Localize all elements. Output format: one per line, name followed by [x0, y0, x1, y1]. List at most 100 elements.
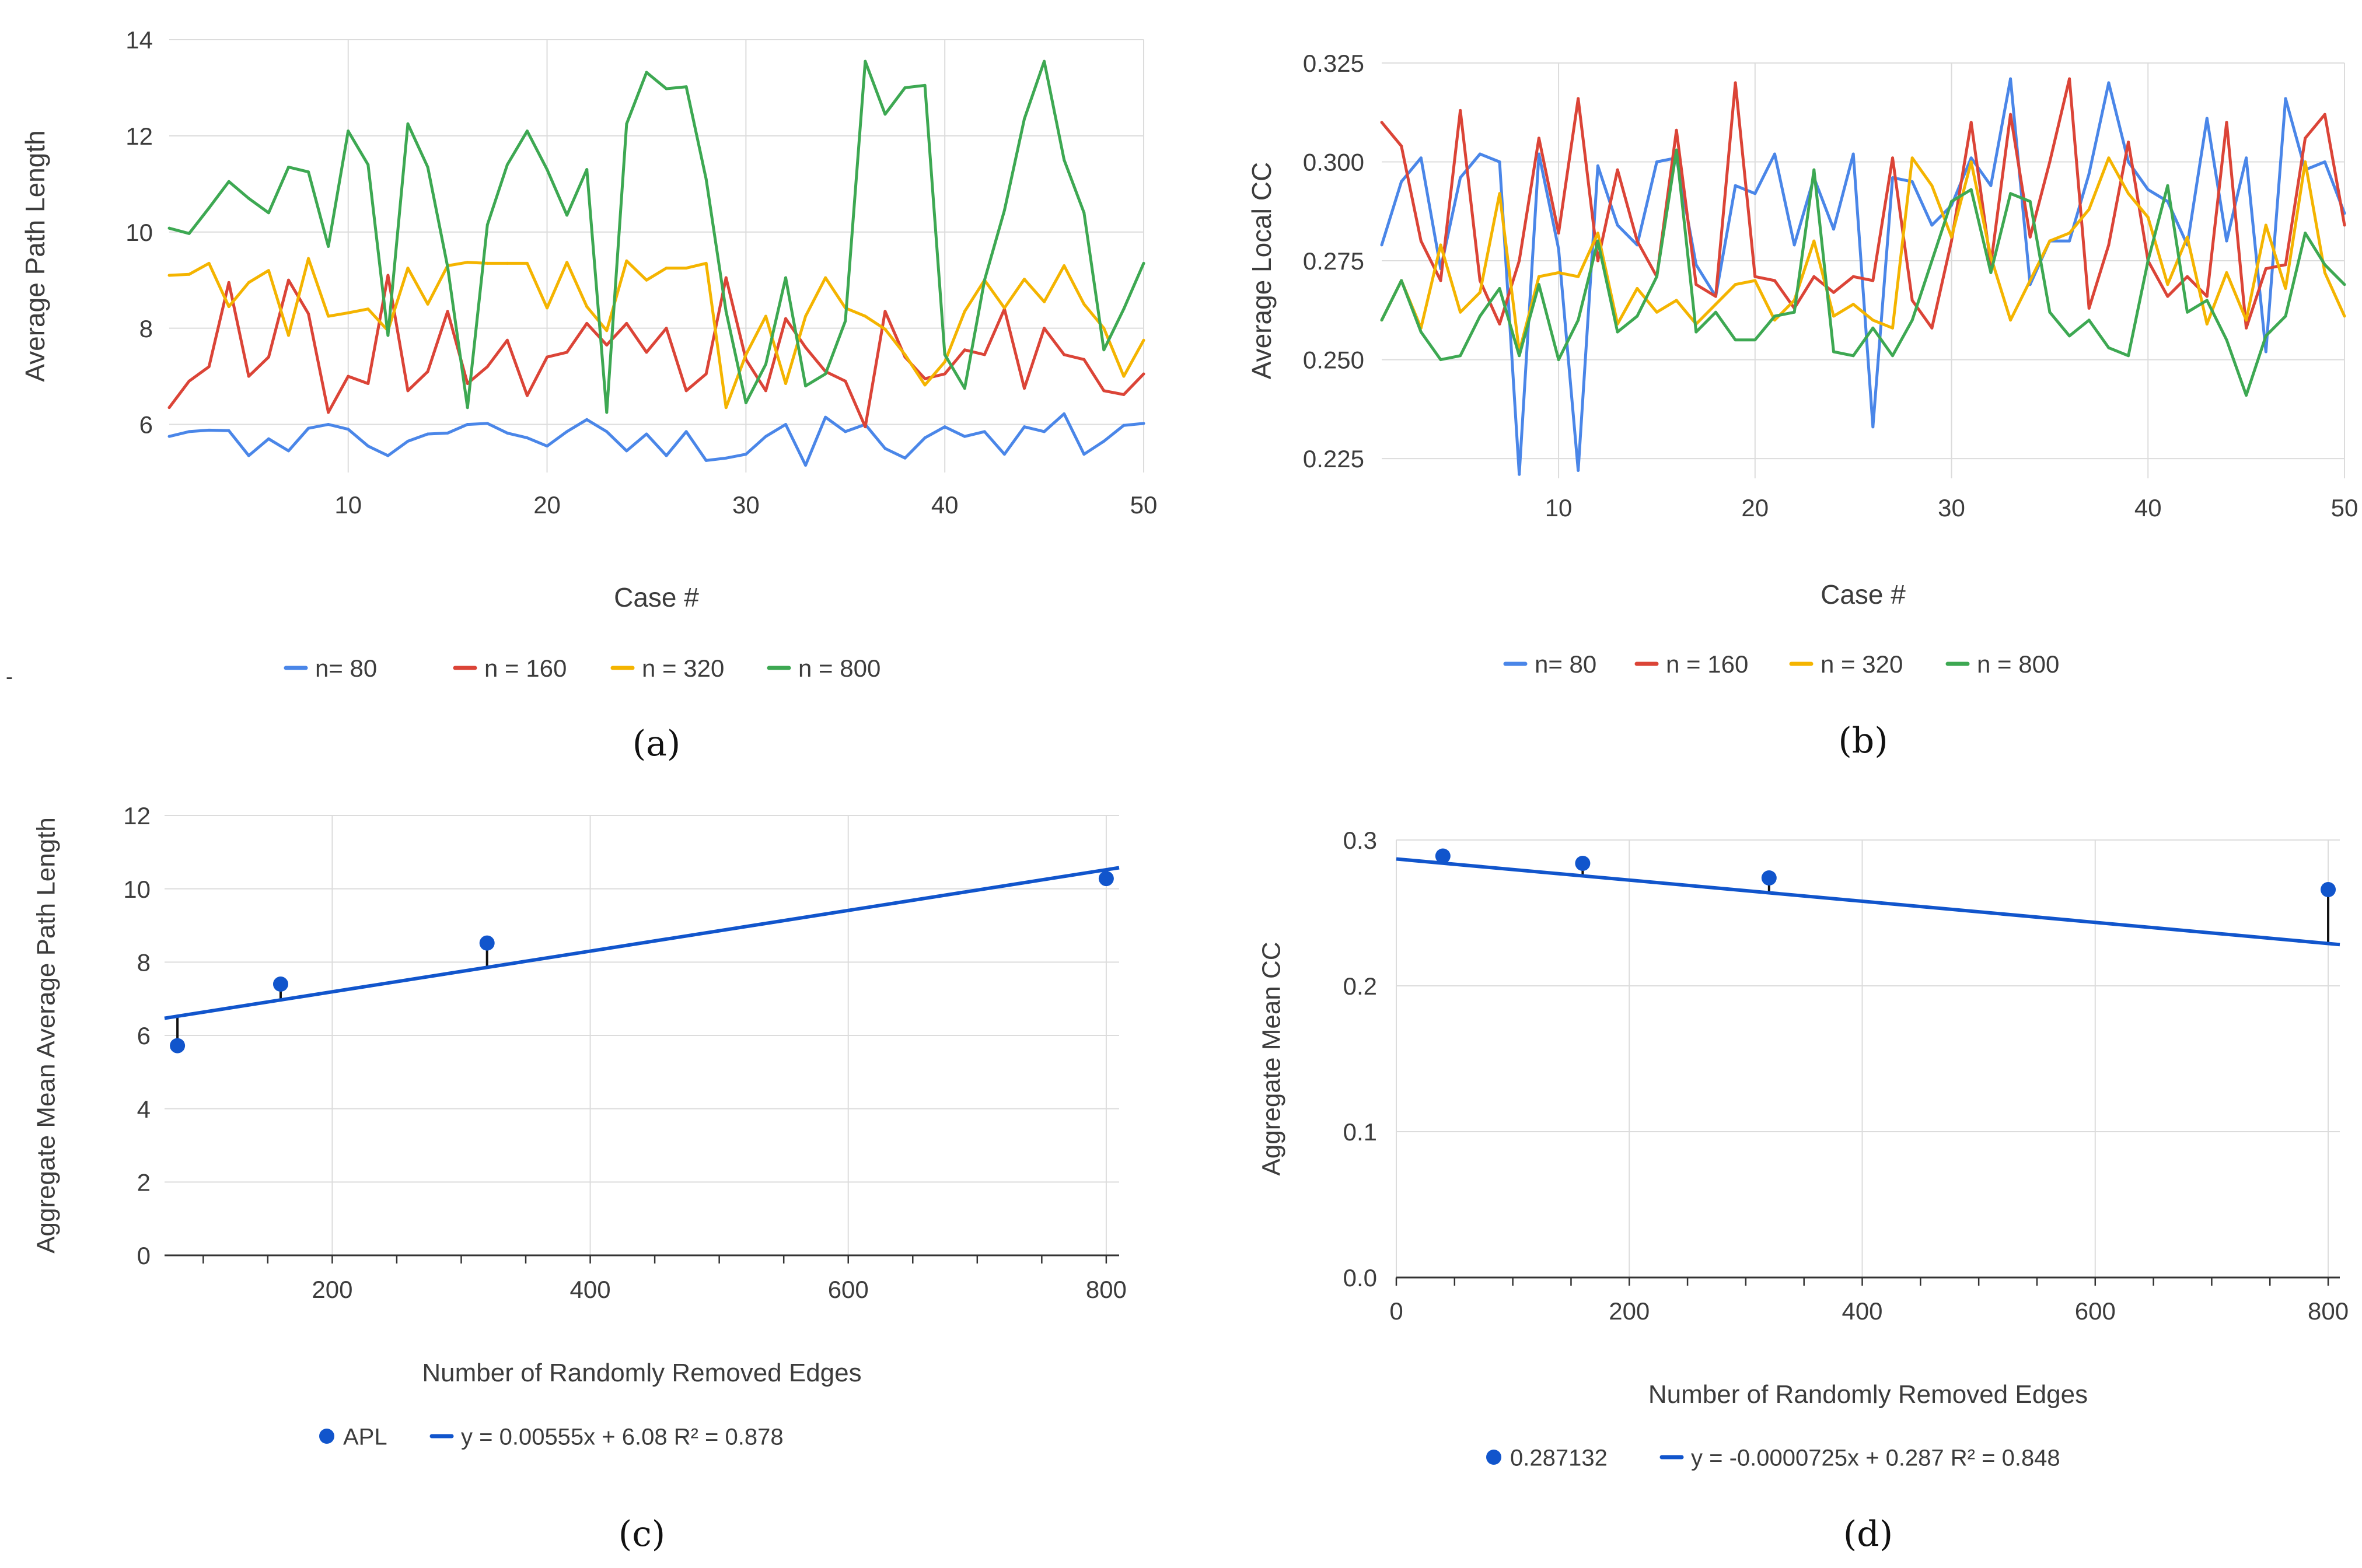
data-point [546, 168, 549, 172]
data-point [1989, 184, 1993, 187]
data-point [1122, 307, 1126, 311]
data-point [1616, 168, 1619, 172]
data-point [2284, 97, 2287, 100]
data-point [2264, 334, 2267, 338]
data-point [1910, 156, 1914, 160]
data-point [1459, 354, 1462, 358]
data-point [1498, 192, 1501, 195]
data-point [2107, 243, 2111, 247]
data-point [1753, 279, 1757, 282]
data-point [167, 274, 171, 277]
data-point [704, 372, 708, 376]
data-point [824, 415, 827, 419]
x-tick-label: 0 [1389, 1297, 1403, 1325]
data-point [1950, 239, 1954, 243]
data-point [2284, 314, 2287, 318]
data-point [1714, 303, 1717, 306]
data-point [1851, 152, 1855, 156]
data-point [546, 355, 549, 359]
data-point [1498, 323, 1501, 326]
series-line-2 [1381, 77, 2346, 330]
legend-label: y = -0.0000725x + 0.287 R² = 0.848 [1691, 1445, 2060, 1471]
data-point [485, 365, 489, 369]
data-point [1596, 239, 1599, 243]
data-point [864, 60, 867, 63]
data-point [2146, 259, 2150, 262]
x-axis-title: Number of Randomly Removed Edges [422, 1359, 861, 1387]
data-point [2304, 136, 2307, 140]
data-point [1675, 128, 1678, 132]
scatter-point [2321, 882, 2336, 897]
data-point [1969, 121, 1973, 124]
data-point [883, 113, 887, 116]
legend-label: n= 80 [315, 654, 377, 682]
data-point [585, 418, 589, 421]
data-point [963, 310, 966, 313]
data-point [605, 344, 609, 347]
data-point [1714, 295, 1717, 298]
data-point [307, 170, 310, 174]
data-point [1969, 160, 1973, 164]
data-point [2048, 239, 2052, 243]
y-tick-label: 12 [123, 802, 151, 830]
data-point [665, 87, 668, 90]
data-point [286, 334, 290, 337]
data-point [605, 329, 609, 332]
data-point [446, 431, 449, 435]
data-point [2205, 117, 2209, 120]
data-point [466, 423, 469, 426]
data-point [386, 334, 390, 337]
data-point [1950, 200, 1954, 203]
data-point [844, 430, 847, 433]
data-point [1577, 318, 1580, 322]
data-point [1694, 283, 1698, 286]
data-point [605, 430, 609, 433]
data-point [2127, 354, 2130, 358]
data-point [744, 401, 747, 404]
data-point [804, 314, 808, 318]
data-point [2009, 77, 2012, 80]
data-point [2107, 81, 2111, 85]
data-point [1102, 348, 1106, 352]
x-axis-title: Case # [1821, 579, 1906, 610]
data-point [1063, 353, 1066, 356]
x-tick-label: 800 [2308, 1297, 2349, 1325]
data-point [187, 232, 191, 235]
data-point [625, 259, 628, 262]
panel-label: (c) [619, 1514, 665, 1555]
data-point [1891, 176, 1895, 180]
data-point [1596, 232, 1599, 235]
data-point [1577, 468, 1580, 472]
data-point [1636, 239, 1639, 243]
data-point [1596, 164, 1599, 167]
data-point [2323, 263, 2326, 267]
data-point [525, 130, 529, 133]
data-point [406, 439, 410, 443]
data-point [1459, 176, 1462, 180]
data-point [1753, 275, 1757, 278]
x-tick-label: 30 [732, 491, 760, 519]
y-tick-label: 6 [137, 1022, 151, 1049]
x-tick-label: 10 [1545, 494, 1573, 522]
x-tick-label: 200 [1609, 1297, 1650, 1325]
data-point [1400, 144, 1403, 148]
data-point [1557, 271, 1560, 274]
data-point [446, 265, 449, 268]
data-point [744, 353, 747, 356]
data-point [466, 382, 469, 385]
legend-label: n = 320 [642, 654, 724, 682]
data-point [1734, 81, 1737, 85]
data-point [1082, 211, 1086, 215]
data-point [784, 423, 788, 426]
data-point [327, 411, 330, 414]
data-point [923, 436, 927, 440]
data-point [347, 130, 350, 133]
y-tick-label: 0.325 [1303, 50, 1364, 77]
data-point [1910, 318, 1914, 322]
data-point [1891, 156, 1895, 160]
legend-swatch [1486, 1450, 1501, 1465]
x-axis-title: Case # [614, 582, 699, 612]
y-tick-label: 8 [139, 315, 153, 342]
data-point [2186, 310, 2189, 314]
